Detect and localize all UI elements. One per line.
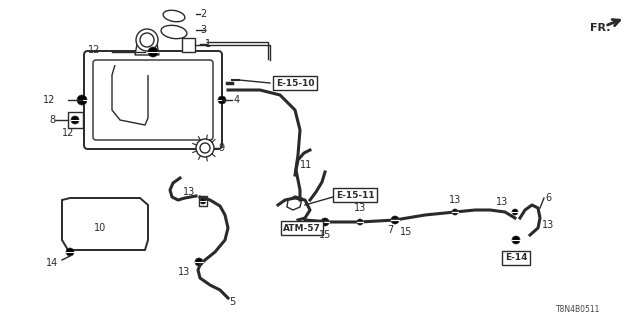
Polygon shape bbox=[68, 112, 83, 128]
Text: 8: 8 bbox=[49, 115, 55, 125]
Text: E-15-10: E-15-10 bbox=[276, 78, 314, 87]
Circle shape bbox=[452, 209, 458, 215]
Circle shape bbox=[77, 95, 87, 105]
Text: 7: 7 bbox=[387, 225, 393, 235]
Polygon shape bbox=[135, 44, 159, 55]
Text: 13: 13 bbox=[542, 220, 554, 230]
FancyBboxPatch shape bbox=[84, 51, 222, 149]
Text: 13: 13 bbox=[496, 197, 508, 207]
Text: 6: 6 bbox=[545, 193, 551, 203]
Bar bbox=[199, 196, 207, 206]
Text: 11: 11 bbox=[300, 160, 312, 170]
Circle shape bbox=[71, 116, 79, 124]
Circle shape bbox=[196, 139, 214, 157]
Circle shape bbox=[357, 219, 363, 225]
Text: 12: 12 bbox=[43, 95, 55, 105]
Circle shape bbox=[512, 236, 520, 244]
Circle shape bbox=[200, 198, 206, 204]
Text: FR.: FR. bbox=[589, 23, 611, 33]
Text: 9: 9 bbox=[218, 143, 224, 153]
Text: 12: 12 bbox=[62, 128, 74, 138]
Circle shape bbox=[218, 96, 226, 104]
Circle shape bbox=[195, 258, 203, 266]
Text: 5: 5 bbox=[229, 297, 235, 307]
Text: 13: 13 bbox=[178, 267, 190, 277]
Text: 15: 15 bbox=[400, 227, 412, 237]
Circle shape bbox=[200, 143, 210, 153]
Text: 10: 10 bbox=[94, 223, 106, 233]
Text: 1: 1 bbox=[205, 39, 211, 49]
Text: 12: 12 bbox=[88, 45, 100, 55]
Text: 4: 4 bbox=[234, 95, 240, 105]
Text: T8N4B0511: T8N4B0511 bbox=[556, 306, 600, 315]
Text: E-15-11: E-15-11 bbox=[336, 190, 374, 199]
Ellipse shape bbox=[161, 25, 187, 39]
Circle shape bbox=[148, 47, 158, 57]
Polygon shape bbox=[62, 198, 148, 250]
Circle shape bbox=[321, 218, 329, 226]
Circle shape bbox=[136, 29, 158, 51]
Text: 14: 14 bbox=[45, 258, 58, 268]
Text: 2: 2 bbox=[200, 9, 206, 19]
Text: 13: 13 bbox=[183, 187, 195, 197]
Text: ATM-57: ATM-57 bbox=[283, 223, 321, 233]
Text: 15: 15 bbox=[319, 230, 331, 240]
Polygon shape bbox=[182, 38, 195, 52]
Circle shape bbox=[140, 33, 154, 47]
Text: E-14: E-14 bbox=[505, 253, 527, 262]
Text: 3: 3 bbox=[200, 25, 206, 35]
Ellipse shape bbox=[163, 10, 185, 22]
Polygon shape bbox=[287, 196, 302, 210]
Text: 13: 13 bbox=[449, 195, 461, 205]
Circle shape bbox=[66, 248, 74, 256]
Circle shape bbox=[512, 209, 518, 215]
Text: 13: 13 bbox=[354, 203, 366, 213]
Circle shape bbox=[391, 216, 399, 224]
